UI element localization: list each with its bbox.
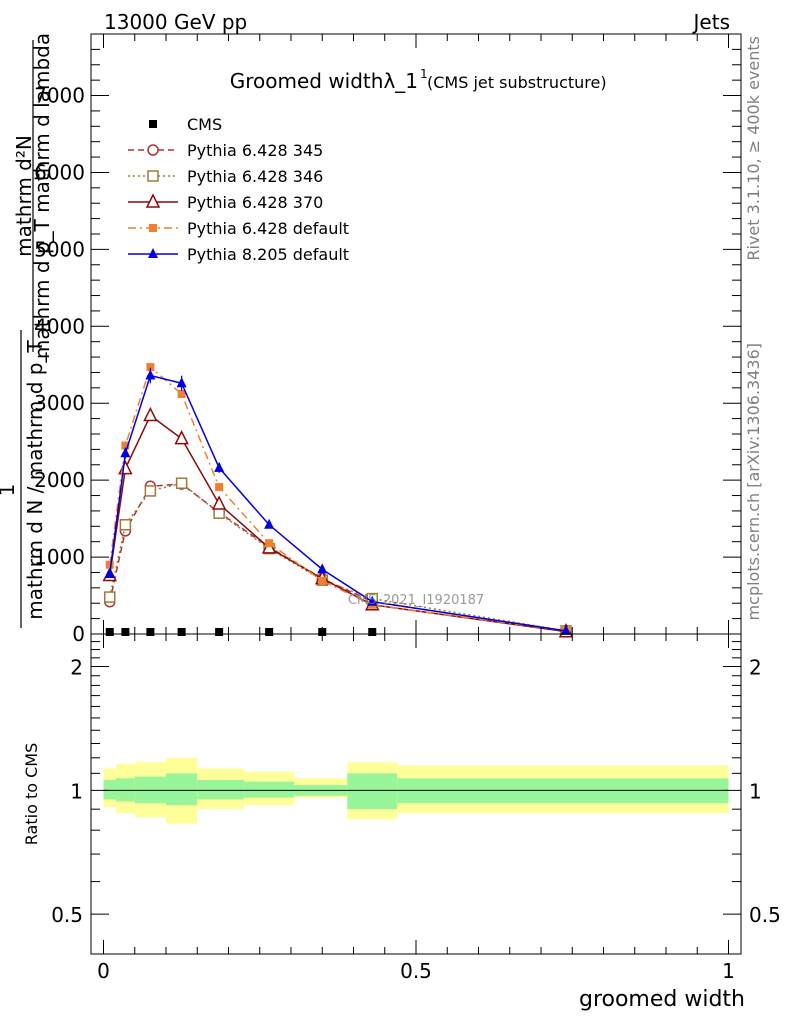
ratio-bands-layer <box>103 757 729 824</box>
data-point <box>146 628 155 636</box>
mcplots-label: mcplots.cern.ch [arXiv:1306.3436] <box>744 343 763 620</box>
ratio-stat-band <box>103 779 116 800</box>
main-ticks: 0 1000 2000 3000 4000 5000 6000 7000 <box>34 33 741 646</box>
data-point <box>121 628 130 636</box>
legend-label: Pythia 6.428 345 <box>187 141 323 160</box>
main-data-layer <box>102 363 574 638</box>
series-pythia-6-428-345 <box>104 478 572 637</box>
ratio-y-tick-label-right: 1 <box>749 779 762 803</box>
y-tick-label: 6000 <box>34 160 85 184</box>
data-point <box>119 519 132 531</box>
ratio-y-tick-label-right: 0.5 <box>749 903 781 927</box>
data-point <box>175 477 188 489</box>
data-point <box>174 429 189 445</box>
ratio-stat-band <box>166 773 198 806</box>
y-tick-label: 3000 <box>34 391 85 415</box>
data-point <box>367 595 378 606</box>
ratio-y-tick-label: 0.5 <box>51 903 83 927</box>
data-point <box>318 576 327 585</box>
series-line <box>109 483 567 632</box>
ratio-y-label: Ratio to CMS <box>22 743 41 845</box>
chart-title-superscript: 1 <box>420 67 428 81</box>
data-point <box>215 628 224 636</box>
ratio-y-tick-label-right: 2 <box>749 656 762 680</box>
main-panel: 0 1000 2000 3000 4000 5000 6000 7000 Groomed wi… <box>0 33 742 646</box>
legend-item: Pythia 6.428 345 <box>128 141 323 160</box>
data-point <box>145 193 161 208</box>
data-point <box>368 628 377 636</box>
energy-label: 13000 GeV pp <box>104 10 247 34</box>
x-tick-label: 0 <box>97 959 110 983</box>
chart-title: Groomed widthλ_1 <box>230 69 418 93</box>
ratio-y-tick-label: 2 <box>70 656 83 680</box>
legend-item: Pythia 6.428 default <box>128 219 349 238</box>
y-label-bottom-denominator: mathrm d N / mathrm d p_T <box>23 340 47 620</box>
data-point <box>215 483 224 492</box>
ratio-stat-band <box>347 773 398 810</box>
legend-label: Pythia 8.205 default <box>187 245 349 264</box>
category-label: Jets <box>692 10 730 34</box>
y-label-top-numerator: mathrm d²N <box>12 135 36 257</box>
series-line <box>109 374 567 632</box>
ratio-stat-band <box>197 779 245 800</box>
y-tick-label: 0 <box>72 622 85 646</box>
series-cms <box>105 628 377 636</box>
y-axis-label: mathrm d²N mathrm d p_T mathrm d lambda … <box>0 33 54 628</box>
ratio-stat-band <box>244 781 295 798</box>
data-point <box>148 248 158 258</box>
series-line <box>109 414 567 633</box>
x-tick-label: 1 <box>722 959 735 983</box>
data-point <box>265 628 274 636</box>
series-pythia-8-205-default <box>104 367 571 635</box>
data-point <box>118 459 133 475</box>
x-axis-label: groomed width <box>579 987 745 1012</box>
data-point <box>149 120 157 128</box>
y-label-top-denominator: mathrm d p_T mathrm d lambda <box>30 33 54 359</box>
series-line <box>109 365 567 632</box>
data-point <box>146 363 155 372</box>
y-label-bottom-numerator: 1 <box>0 484 19 497</box>
ratio-ticks: 0.5 0.5 1 1 2 2 0 0.5 1 <box>51 634 781 983</box>
data-point <box>177 628 186 636</box>
data-point <box>143 406 158 422</box>
x-tick-label: 0.5 <box>400 959 432 983</box>
data-point <box>149 224 157 232</box>
series-pythia-6-428-346 <box>104 477 572 637</box>
chart-title-subtitle: (CMS jet substructure) <box>427 73 607 92</box>
y-tick-label: 2000 <box>34 468 85 492</box>
data-point <box>561 624 571 635</box>
series-pythia-6-428-default <box>105 363 570 635</box>
ratio-panel: 0.5 0.5 1 1 2 2 0 0.5 1 Ratio to CMS groomed wid… <box>22 633 781 1012</box>
legend-item: Pythia 6.428 370 <box>128 193 323 212</box>
legend: CMS Pythia 6.428 345 Pythia 6.428 346 Pythi… <box>128 115 349 264</box>
legend-label: Pythia 6.428 370 <box>187 193 323 212</box>
y-tick-label: 1000 <box>34 545 85 569</box>
data-point <box>147 144 159 156</box>
data-point <box>177 390 186 398</box>
legend-item: Pythia 6.428 346 <box>128 167 323 186</box>
legend-item: Pythia 8.205 default <box>128 245 349 264</box>
y-tick-label: 7000 <box>34 84 85 108</box>
rivet-label: Rivet 3.1.10, ≥ 400k events <box>744 36 763 261</box>
data-point <box>105 628 114 636</box>
data-point <box>265 539 274 548</box>
y-tick-label: 4000 <box>34 314 85 338</box>
data-point <box>121 441 130 450</box>
y-tick-label: 5000 <box>34 237 85 261</box>
data-point <box>104 591 116 603</box>
legend-label: CMS <box>187 115 222 134</box>
series-pythia-6-428-370 <box>102 406 574 638</box>
data-point <box>144 485 157 497</box>
legend-label: Pythia 6.428 default <box>187 219 349 238</box>
series-line <box>109 482 567 632</box>
data-point <box>105 560 114 569</box>
legend-label: Pythia 6.428 346 <box>187 167 323 186</box>
analysis-watermark: CMS_2021_I1920187 <box>348 593 484 608</box>
data-point <box>211 495 227 510</box>
ratio-stat-band <box>116 778 135 802</box>
ratio-y-tick-label: 1 <box>70 779 83 803</box>
legend-item: CMS <box>149 115 222 134</box>
data-point <box>147 170 159 182</box>
